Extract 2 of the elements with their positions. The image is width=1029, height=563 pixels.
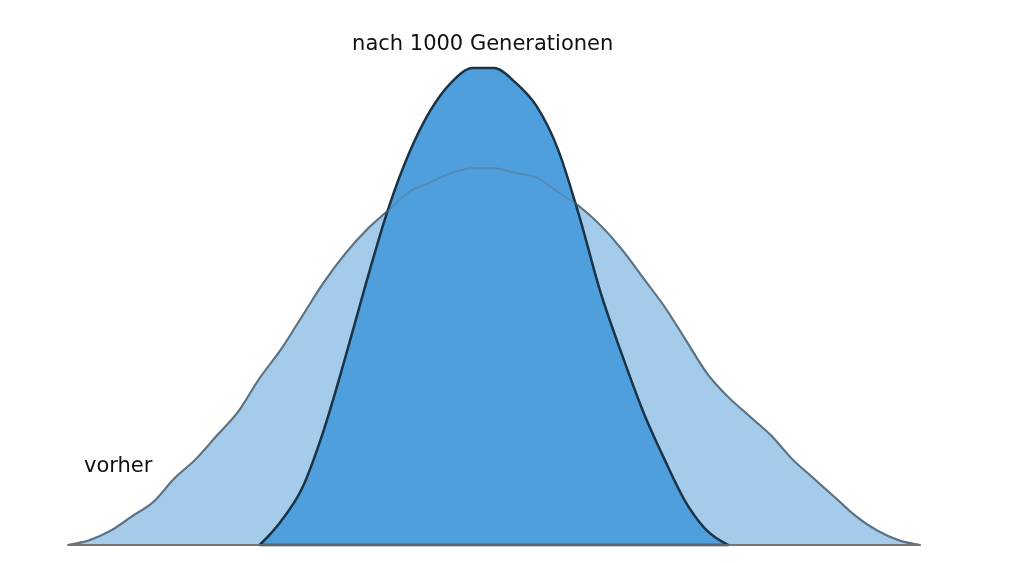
series-label: vorher	[84, 453, 153, 478]
series-label: nach 1000 Generationen	[352, 31, 614, 55]
